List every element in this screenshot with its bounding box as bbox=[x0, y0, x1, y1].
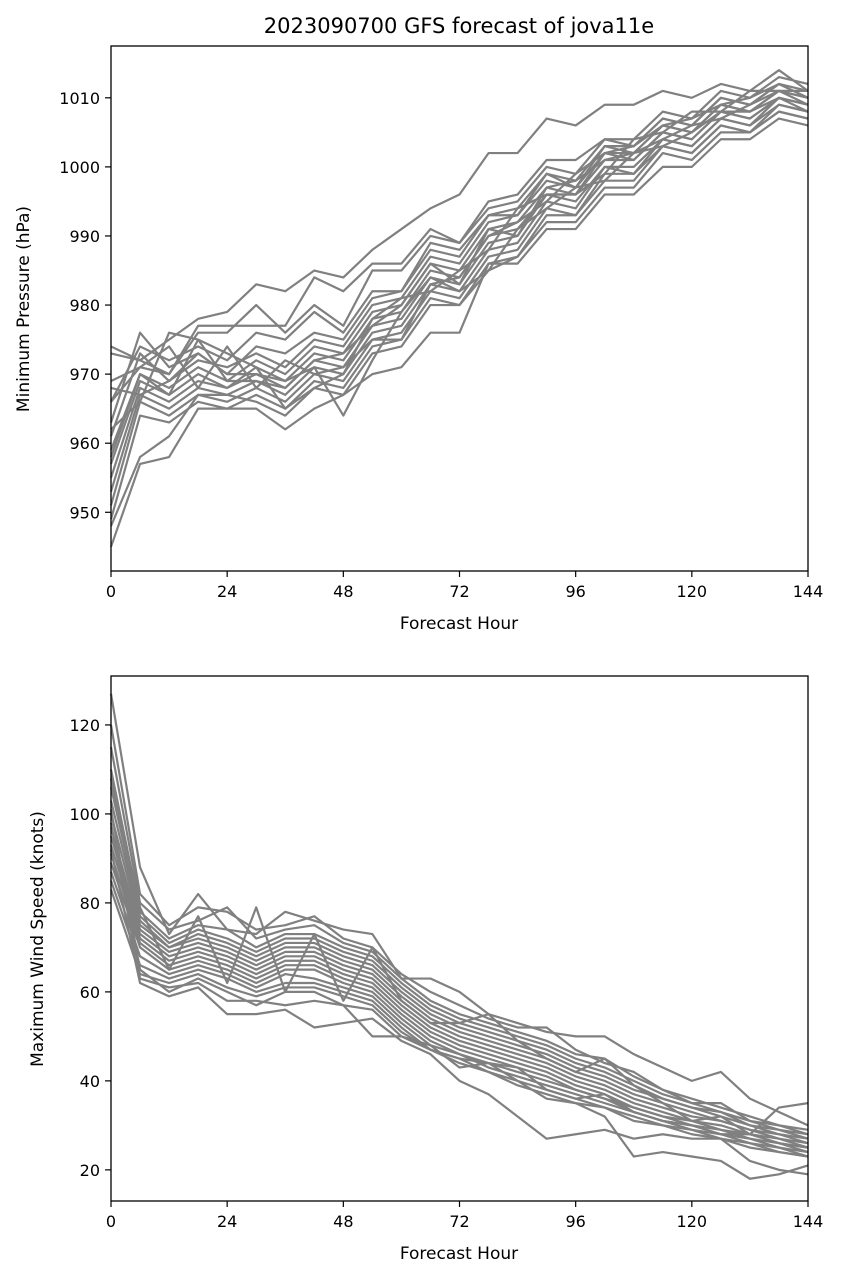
pressure-series-line bbox=[109, 117, 809, 548]
pressure-series-line bbox=[109, 96, 809, 458]
wind-series-line bbox=[109, 809, 809, 1180]
x-tick-label: 120 bbox=[677, 1212, 708, 1231]
x-tick-label: 144 bbox=[793, 582, 824, 601]
pressure-series-line bbox=[110, 89, 809, 417]
pressure-series-group bbox=[109, 69, 809, 548]
y-tick-label: 80 bbox=[80, 894, 100, 913]
wind-series-line bbox=[109, 813, 809, 1145]
y-tick-label: 100 bbox=[69, 805, 100, 824]
x-tick-label: 72 bbox=[449, 582, 469, 601]
wind-series-line bbox=[109, 826, 809, 1145]
wind-series-group bbox=[109, 693, 809, 1180]
x-tick-label: 48 bbox=[333, 1212, 353, 1231]
pressure-chart: 2023090700 GFS forecast of jova11e 0 24 48… bbox=[14, 14, 823, 634]
pressure-series-line bbox=[110, 69, 809, 362]
pressure-plot-frame bbox=[110, 45, 809, 572]
x-tick-label: 0 bbox=[106, 582, 116, 601]
pressure-series-line bbox=[110, 82, 809, 403]
pressure-x-axis-label: Forecast Hour bbox=[400, 614, 518, 634]
chart-title: 2023090700 GFS forecast of jova11e bbox=[264, 14, 654, 38]
pressure-series-line bbox=[110, 89, 808, 431]
y-tick-label: 1000 bbox=[59, 158, 100, 177]
wind-series-line bbox=[109, 889, 809, 1158]
wind-series-line bbox=[109, 849, 809, 1176]
wind-y-axis-label: Maximum Wind Speed (knots) bbox=[28, 811, 48, 1067]
x-tick-label: 0 bbox=[106, 1212, 116, 1231]
wind-x-axis-label: Forecast Hour bbox=[400, 1244, 518, 1264]
y-tick-label: 950 bbox=[69, 503, 100, 522]
y-tick-label: 960 bbox=[69, 434, 100, 453]
wind-series-line bbox=[109, 769, 809, 1136]
wind-series-line bbox=[109, 724, 809, 1131]
wind-series-line bbox=[109, 778, 809, 1136]
y-tick-label: 1010 bbox=[59, 89, 100, 108]
y-tick-label: 20 bbox=[80, 1161, 100, 1180]
y-tick-label: 40 bbox=[80, 1072, 100, 1091]
x-tick-label: 120 bbox=[677, 582, 708, 601]
y-tick-label: 120 bbox=[69, 716, 100, 735]
pressure-y-axis-label: Minimum Pressure (hPa) bbox=[14, 206, 34, 412]
wind-series-line bbox=[109, 822, 809, 1149]
y-tick-label: 990 bbox=[69, 227, 100, 246]
x-tick-label: 96 bbox=[565, 1212, 585, 1231]
wind-plot-frame bbox=[110, 675, 809, 1202]
x-tick-label: 96 bbox=[565, 582, 585, 601]
pressure-ticks: 0 24 48 72 96 120 144 950 960 970 980 990 1000 1010 bbox=[59, 89, 823, 601]
x-tick-label: 144 bbox=[793, 1212, 824, 1231]
x-tick-label: 48 bbox=[333, 582, 353, 601]
x-tick-label: 24 bbox=[217, 1212, 237, 1231]
y-tick-label: 980 bbox=[69, 296, 100, 315]
wind-ticks: 0 24 48 72 96 120 144 20 40 60 80 100 120 bbox=[69, 716, 823, 1231]
pressure-series-line bbox=[109, 110, 809, 527]
wind-chart: 0 24 48 72 96 120 144 20 40 60 80 100 120 Forecast H… bbox=[28, 675, 823, 1264]
y-tick-label: 970 bbox=[69, 365, 100, 384]
x-tick-label: 24 bbox=[217, 582, 237, 601]
wind-series-line bbox=[109, 800, 809, 1140]
x-tick-label: 72 bbox=[449, 1212, 469, 1231]
y-tick-label: 60 bbox=[80, 983, 100, 1002]
